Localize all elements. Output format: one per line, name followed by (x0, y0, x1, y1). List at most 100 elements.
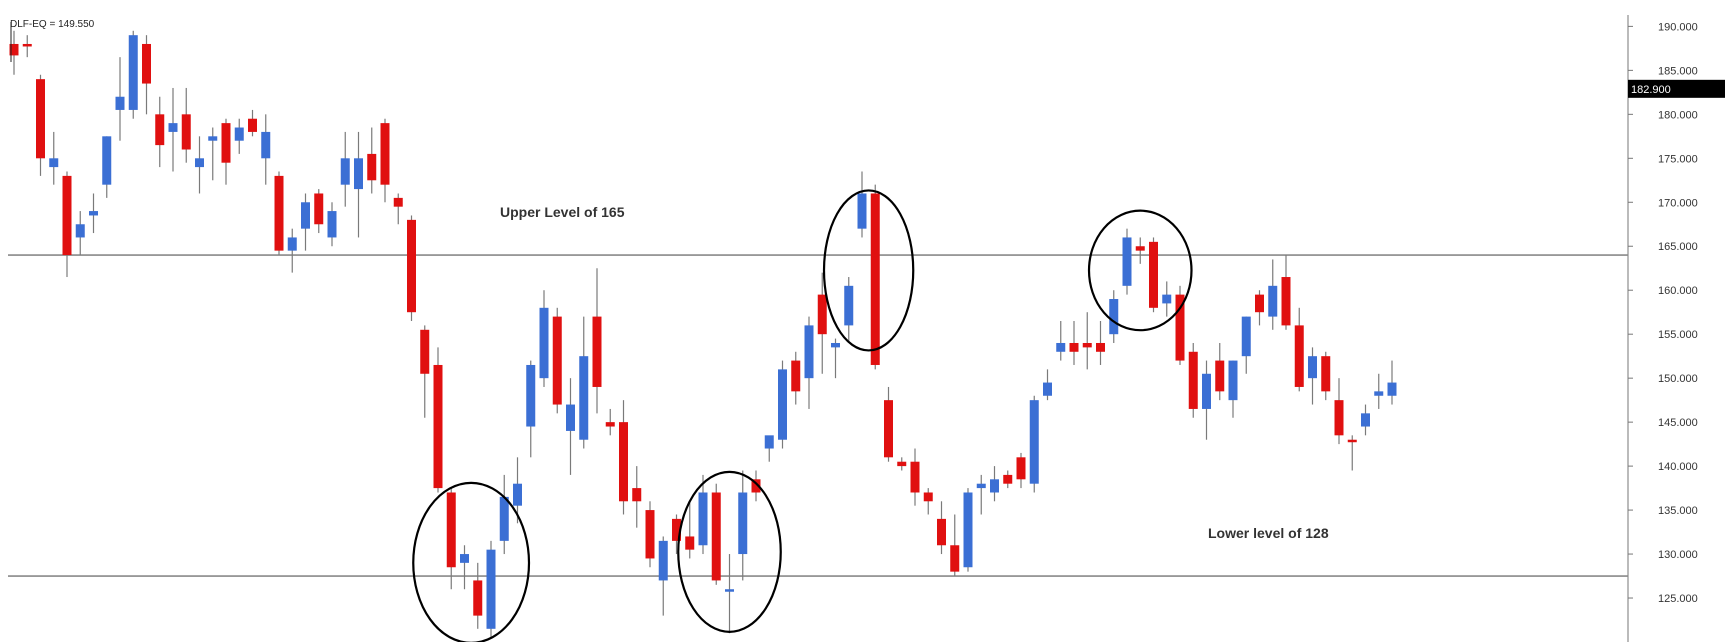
price-tick-label: 190.000 (1658, 21, 1698, 33)
candle-body (1374, 391, 1384, 396)
candle-body (1228, 360, 1238, 401)
candle-body (566, 404, 575, 431)
candle-body (645, 510, 655, 559)
price-tick-label: 170.000 (1658, 197, 1698, 209)
price-tick-label: 155.000 (1658, 329, 1698, 341)
candle-body (592, 316, 602, 387)
candle-body (1308, 356, 1317, 379)
annotation-circle (822, 189, 915, 352)
price-axis-ticks: 125.000 130.000 135.000 140.000 145.000 150.0… (1628, 21, 1698, 605)
candle-body (1162, 294, 1172, 304)
candle-body (248, 118, 257, 132)
candle-body (1135, 246, 1145, 251)
candle-body (380, 123, 390, 185)
price-tick-label: 130.000 (1658, 549, 1698, 561)
candle-body (446, 492, 456, 568)
candle-body (433, 364, 443, 489)
candle-body (738, 492, 748, 555)
candle-body (314, 193, 324, 225)
candle-body (393, 197, 403, 207)
candle-body (22, 43, 32, 47)
candle-body (1347, 439, 1357, 443)
candle-body (791, 360, 801, 392)
candle-body (420, 329, 430, 374)
candle-body (1029, 400, 1039, 484)
candle-body (301, 202, 310, 229)
candle-body (963, 492, 973, 568)
candle-body (764, 435, 774, 449)
candle-body (1069, 342, 1079, 352)
candle-body (340, 158, 350, 185)
candle-body (473, 580, 483, 616)
candle-body (1361, 413, 1370, 427)
candle-body (407, 219, 416, 313)
candle-body (221, 123, 231, 163)
candle-body (1175, 294, 1185, 361)
price-tick-label: 180.000 (1658, 109, 1698, 121)
candle-body (658, 540, 668, 581)
price-tick-label: 140.000 (1658, 461, 1698, 473)
candle-body (327, 211, 337, 238)
candle-body (274, 175, 284, 251)
candle-body (1334, 400, 1344, 436)
price-tick-label: 185.000 (1658, 65, 1698, 77)
candle-body (354, 158, 363, 190)
candle-body (857, 193, 867, 229)
annotation-circles (412, 189, 1193, 642)
candle-body (539, 307, 549, 379)
annotation-circle (1087, 209, 1193, 332)
price-tick-label: 135.000 (1658, 505, 1698, 517)
candle-body (923, 492, 933, 502)
candle-body (1215, 360, 1225, 392)
candle-body (685, 536, 695, 550)
candle-body (1096, 342, 1105, 352)
candles (9, 30, 1397, 638)
candle-body (1255, 294, 1264, 313)
candle-body (128, 35, 138, 110)
annotation-circle (677, 470, 782, 633)
candle-body (287, 237, 297, 251)
candle-body (976, 483, 986, 489)
candle-body (102, 136, 112, 185)
candle-body (234, 127, 244, 141)
candle-body (526, 364, 536, 427)
candle-body (1149, 241, 1158, 308)
candle-body (1003, 474, 1013, 484)
candle-body (884, 400, 893, 458)
candle-body (1294, 325, 1304, 387)
price-tick-label: 125.000 (1658, 593, 1698, 605)
candle-body (990, 479, 999, 493)
candle-body (1016, 457, 1026, 480)
candle-body (897, 461, 907, 467)
price-tick-label: 165.000 (1658, 241, 1698, 253)
candle-body (725, 589, 734, 592)
level-label: Lower level of 128 (1208, 525, 1329, 541)
candle-body (89, 211, 98, 216)
candle-body (672, 518, 681, 541)
symbol-label: DLF-EQ = 149.550 (10, 19, 95, 30)
support-resistance-levels: Upper Level of 165 Lower level of 128 (8, 204, 1628, 577)
candle-body (579, 356, 589, 440)
candle-body (155, 114, 165, 146)
candle-body (1387, 382, 1397, 396)
price-tick-label: 145.000 (1658, 417, 1698, 429)
current-price-badge: 182.900 (1628, 79, 1725, 98)
candle-body (1082, 342, 1092, 348)
price-tick-label: 160.000 (1658, 285, 1698, 297)
candle-body (1268, 285, 1278, 317)
candle-body (261, 131, 271, 159)
candle-body (181, 114, 191, 150)
candle-body (75, 224, 85, 238)
candle-body (619, 422, 628, 502)
candle-body (1122, 237, 1132, 286)
candle-body (208, 136, 218, 141)
candle-body (499, 496, 509, 541)
candle-body (711, 492, 721, 581)
candle-body (36, 79, 45, 159)
current-price-label: 182.900 (1631, 84, 1671, 96)
price-tick-label: 150.000 (1658, 373, 1698, 385)
candle-body (168, 123, 178, 132)
candle-body (817, 294, 827, 335)
